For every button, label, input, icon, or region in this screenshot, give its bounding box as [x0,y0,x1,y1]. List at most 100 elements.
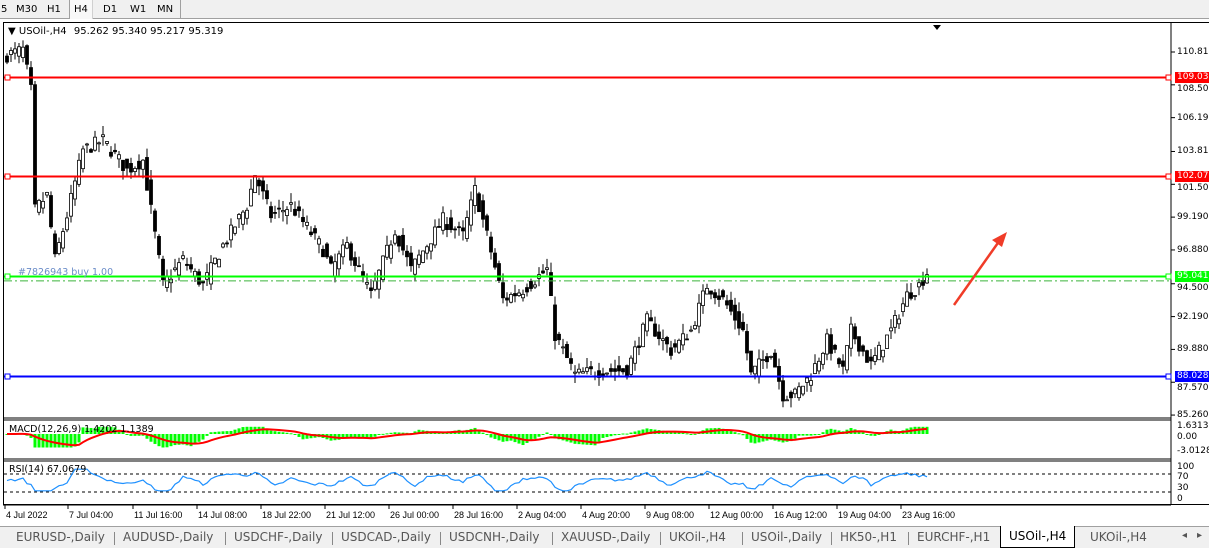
chart-tab[interactable]: USOil-,Daily [751,530,823,544]
tf-m30[interactable]: M30 [16,4,38,15]
macd-bar [777,434,781,442]
bull-candle [17,46,21,57]
bear-candle [649,317,653,322]
price-tick-label: 89.880 [1177,344,1209,355]
bull-candle [37,199,41,213]
bear-candle [409,252,413,267]
chart-tab[interactable]: EURUSD-,Daily [16,530,105,544]
tf-h1[interactable]: H1 [47,4,61,15]
bear-candle [489,236,493,253]
time-tick-label: 4 Aug 20:00 [582,510,631,520]
tf-h4[interactable]: H4 [69,0,93,19]
bear-candle [653,323,657,337]
order-label: #7826943 buy 1.00 [18,267,114,278]
tf-mn[interactable]: MN [157,4,174,15]
bull-candle [61,231,65,249]
macd-bar [873,434,877,436]
trend-arrow [952,239,1002,306]
macd-bar [557,434,561,440]
macd-bar [737,433,741,435]
time-tick-label: 21 Jul 12:00 [326,510,376,520]
chart-tab[interactable]: UKOil-,H4 [669,530,726,544]
macd-bar [745,434,749,439]
time-tick-label: 9 Aug 08:00 [646,510,695,520]
macd-bar [693,433,697,435]
bull-candle [249,188,253,207]
chart-tab[interactable]: USDCAD-,Daily [341,530,431,544]
macd-bar [93,428,97,434]
macd-bar [277,431,281,434]
macd-bar [677,432,681,434]
chart-tab[interactable]: XAUUSD-,Daily [561,530,651,544]
collapse-triangle-icon[interactable]: ▼ [8,26,16,37]
bull-candle [905,291,909,307]
macd-bar [921,426,925,434]
chart-tab[interactable]: USDCNH-,Daily [449,530,540,544]
bear-candle [861,345,865,352]
macd-tick: 1.6313 [1177,421,1209,431]
bull-candle [217,258,221,268]
macd-bar [621,433,625,435]
macd-bar [237,428,241,434]
level-price-tag: 95.041 [1175,270,1209,282]
bull-candle [893,315,897,328]
macd-bar [497,434,501,441]
chart-tab[interactable]: EURCHF-,H1 [917,530,991,544]
macd-bar [773,434,777,441]
bull-candle [389,244,393,259]
bull-candle [165,276,169,288]
price-tick-label: 101.500 [1177,182,1209,193]
tf-d1[interactable]: D1 [103,4,118,15]
macd-bar [537,434,541,437]
level-price-tag: 88.028 [1175,370,1209,382]
bear-candle [273,212,277,214]
bull-candle [233,226,237,234]
macd-bar [781,434,785,443]
scroll-left-icon[interactable]: ◂ [1182,530,1188,541]
time-tick-label: 28 Jul 16:00 [454,510,504,520]
chart-tab[interactable]: UKOil-,H4 [1090,530,1147,544]
scroll-right-icon[interactable]: ▸ [1197,530,1203,541]
macd-bar [813,434,817,436]
macd-bar [49,434,53,448]
bear-candle [665,337,669,345]
arrow-head-icon [992,232,1007,247]
chart-tab[interactable]: AUDUSD-,Daily [123,530,214,544]
bull-candle [181,255,185,259]
chart-tab[interactable]: USDCHF-,Daily [234,530,323,544]
macd-bar [869,434,873,436]
time-tick-label: 19 Aug 04:00 [838,510,892,520]
macd-bar [369,434,373,440]
macd-bar [477,430,481,434]
bear-candle [709,290,713,295]
macd-bar [169,434,173,447]
macd-bar [301,434,305,440]
chart-tab[interactable]: HK50-,H1 [840,530,897,544]
chart-tab[interactable]: USOil-,H4 [1000,526,1076,548]
macd-bar [225,431,229,434]
tf-m15[interactable]: 5 [1,4,8,15]
bull-candle [573,371,577,374]
macd-bar [213,431,217,434]
bear-candle [121,159,125,171]
bear-candle [529,280,533,289]
tf-w1[interactable]: W1 [130,4,147,15]
bear-candle [557,333,561,341]
bull-candle [473,185,477,207]
bear-candle [137,160,141,170]
macd-bar [529,434,533,441]
bear-candle [161,258,165,281]
macd-bar [73,434,77,447]
level-handle-icon [1165,74,1172,81]
macd-bar [37,434,41,448]
macd-bar [97,426,101,434]
macd-bar [673,431,677,434]
macd-bar [41,434,45,448]
macd-bar [377,434,381,435]
level-price-tag: 102.076 [1175,170,1209,182]
macd-bar [85,427,89,434]
macd-bar [245,426,249,434]
macd-bar [65,434,69,448]
rsi-tick: 30 [1177,483,1189,493]
